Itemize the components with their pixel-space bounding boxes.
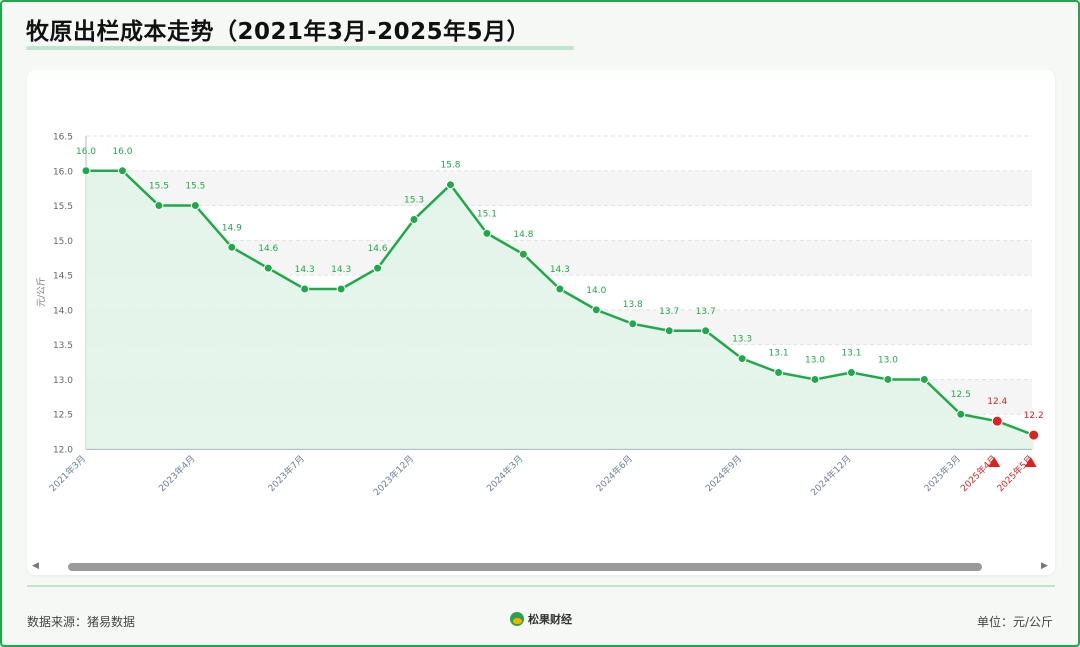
x-tick-label: 2023年7月 (265, 453, 306, 494)
y-tick-label: 12.5 (53, 411, 73, 421)
x-tick-label: 2021年3月 (47, 453, 88, 494)
data-point (227, 242, 237, 252)
area-fill (86, 170, 1034, 449)
x-tick-label: 2024年6月 (593, 453, 634, 494)
data-point (300, 284, 310, 294)
brand-logo: 松果财经 (510, 611, 572, 627)
x-tick-label: 2024年9月 (703, 453, 744, 494)
data-source: 数据来源：猪易数据 (27, 615, 136, 629)
y-tick-label: 15.0 (53, 237, 73, 247)
data-label: 15.1 (477, 209, 497, 219)
data-label: 15.3 (404, 195, 424, 205)
data-label: 15.5 (185, 182, 205, 192)
y-tick-label: 12.0 (53, 446, 73, 456)
data-point (81, 166, 91, 176)
data-label: 16.0 (76, 147, 96, 157)
data-label: 13.7 (659, 307, 679, 317)
data-label: 15.8 (440, 161, 460, 171)
data-point (774, 367, 784, 377)
data-point (628, 319, 638, 329)
data-label: 14.9 (222, 223, 242, 233)
data-point (991, 415, 1003, 427)
highlight-triangle-icon (1024, 457, 1037, 467)
data-label: 16.0 (112, 147, 132, 157)
data-point (154, 201, 164, 211)
y-tick-label: 16.5 (53, 133, 73, 143)
data-point (919, 374, 929, 384)
data-point (263, 263, 273, 273)
data-point (701, 326, 711, 336)
data-point (409, 214, 419, 224)
data-point (117, 166, 127, 176)
y-axis-title: 元/公斤 (36, 277, 47, 307)
data-point (737, 354, 747, 364)
data-point (664, 326, 674, 336)
data-label: 12.2 (1024, 411, 1044, 421)
horizontal-scrollbar-thumb[interactable] (68, 563, 982, 571)
data-point (591, 305, 601, 315)
pinecone-logo-icon (510, 612, 524, 626)
highlight-triangle-icon (988, 457, 1001, 467)
page-title: 牧原出栏成本走势（2021年3月-2025年5月） (26, 19, 531, 45)
data-label: 14.6 (368, 244, 388, 254)
data-point (190, 201, 200, 211)
x-tick-label: 2023年12月 (371, 453, 417, 499)
y-tick-label: 16.0 (53, 167, 73, 177)
data-label: 12.5 (951, 390, 971, 400)
title-block: 牧原出栏成本走势（2021年3月-2025年5月） (26, 12, 574, 50)
data-label: 13.3 (732, 335, 752, 345)
grid-band (86, 170, 1032, 206)
data-point (1028, 429, 1040, 441)
x-tick-label: 2025年3月 (921, 453, 962, 494)
y-tick-label: 14.5 (53, 272, 73, 282)
data-label: 14.8 (513, 230, 533, 240)
y-tick-label: 14.0 (53, 306, 73, 316)
scroll-left-arrow-icon[interactable]: ◀ (32, 561, 39, 571)
data-point (883, 374, 893, 384)
data-point (846, 367, 856, 377)
data-label: 14.3 (331, 265, 351, 275)
data-label: 13.8 (623, 300, 643, 310)
data-label: 13.1 (841, 348, 861, 358)
y-tick-label: 15.5 (53, 202, 73, 212)
data-label: 13.1 (769, 348, 789, 358)
title-underline (26, 46, 574, 50)
footer-divider (27, 585, 1055, 587)
data-point (373, 263, 383, 273)
unit-label: 单位：元/公斤 (976, 615, 1053, 629)
y-tick-label: 13.5 (53, 341, 73, 351)
data-point (518, 249, 528, 259)
data-point (482, 228, 492, 238)
x-tick-label: 2024年12月 (808, 453, 854, 499)
data-point (555, 284, 565, 294)
scroll-right-arrow-icon[interactable]: ▶ (1041, 561, 1048, 571)
data-label: 14.6 (258, 244, 278, 254)
data-label: 14.3 (550, 265, 570, 275)
data-label: 12.4 (987, 397, 1007, 407)
data-label: 13.0 (878, 355, 898, 365)
data-point (446, 180, 455, 190)
data-point (956, 409, 966, 419)
data-label: 13.0 (805, 355, 825, 365)
data-label: 13.7 (696, 307, 716, 317)
y-tick-label: 13.0 (53, 376, 73, 386)
data-label: 14.0 (586, 286, 606, 296)
data-point (336, 284, 346, 294)
data-label: 14.3 (295, 265, 315, 275)
data-point (810, 374, 820, 384)
x-tick-label: 2024年3月 (484, 453, 525, 494)
data-label: 15.5 (149, 182, 169, 192)
brand-logo-text: 松果财经 (528, 613, 572, 626)
x-tick-label: 2023年4月 (156, 453, 197, 494)
